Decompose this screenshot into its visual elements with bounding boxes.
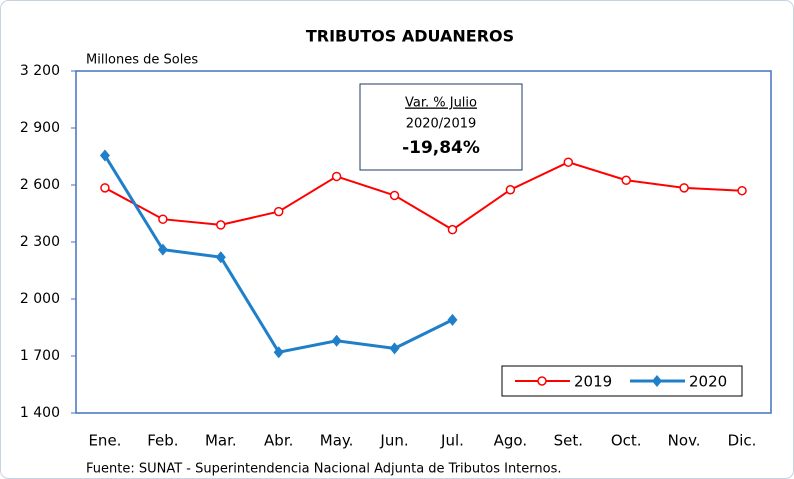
point <box>215 251 226 264</box>
x-tick-label: Nov. <box>668 432 701 450</box>
legend-marker <box>652 375 662 387</box>
y-tick-label: 3 200 <box>20 63 60 79</box>
x-tick-label: Jul. <box>440 432 464 450</box>
point <box>331 171 342 182</box>
y-axis-label: Millones de Soles <box>86 53 198 68</box>
x-tick-label: Ago. <box>494 432 527 450</box>
x-tick-label: Jun. <box>379 432 408 450</box>
point <box>216 220 226 230</box>
point <box>505 185 516 195</box>
point <box>389 190 400 201</box>
point <box>621 175 631 185</box>
annotation-period: 2020/2019 <box>406 117 477 132</box>
point <box>331 334 342 347</box>
y-tick-label: 2 000 <box>20 291 60 307</box>
y-tick-label: 1 400 <box>20 405 60 421</box>
series-line <box>104 161 743 231</box>
point <box>100 183 110 193</box>
chart-title: TRIBUTOS ADUANEROS <box>306 27 514 46</box>
annotation-box <box>359 83 523 171</box>
x-tick-label: Ene. <box>88 432 121 450</box>
x-tick-label: May. <box>320 432 354 450</box>
legend-marker <box>537 376 547 386</box>
point <box>447 224 458 235</box>
y-tick-label: 2 600 <box>20 177 60 193</box>
point <box>389 342 400 355</box>
point <box>273 346 284 359</box>
point <box>447 313 458 326</box>
x-tick-label: Abr. <box>264 432 293 450</box>
source-note: Fuente: SUNAT - Superintendencia Naciona… <box>86 462 562 477</box>
point <box>273 206 284 217</box>
x-tick-label: Oct. <box>611 432 642 450</box>
legend-label: 2020 <box>689 373 727 391</box>
legend-label: 2019 <box>574 373 612 391</box>
x-tick-label: Set. <box>554 432 583 450</box>
y-tick-label: 2 900 <box>20 120 60 136</box>
point <box>99 149 110 162</box>
point <box>737 185 747 196</box>
point <box>158 214 168 224</box>
y-tick-label: 2 300 <box>20 234 60 250</box>
x-tick-label: Dic. <box>728 432 757 450</box>
annotation-value: -19,84% <box>402 138 480 158</box>
point <box>563 157 574 167</box>
annotation-heading: Var. % Julio <box>405 96 477 111</box>
point <box>679 183 689 193</box>
y-tick-label: 1 700 <box>20 348 60 364</box>
x-tick-label: Mar. <box>205 432 237 450</box>
point <box>157 243 168 256</box>
x-tick-label: Feb. <box>147 432 178 450</box>
